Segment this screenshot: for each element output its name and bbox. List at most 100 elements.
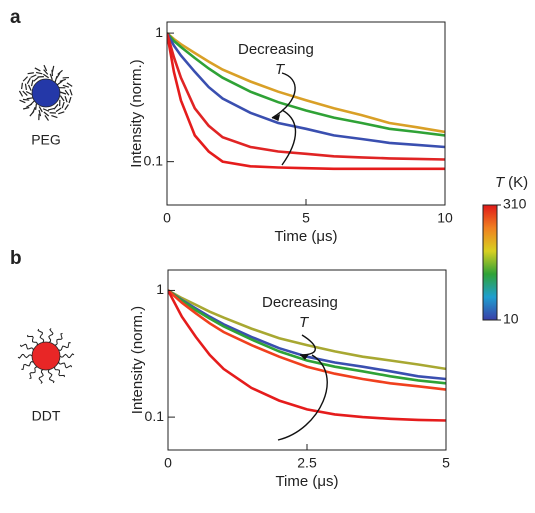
x-tick-label: 5 xyxy=(442,455,450,471)
ligand xyxy=(33,76,39,82)
ligand xyxy=(34,67,41,72)
icon-label: PEG xyxy=(31,132,61,148)
ligand xyxy=(62,84,70,88)
ligand xyxy=(58,361,73,369)
ligand xyxy=(19,99,26,104)
ligand xyxy=(22,98,30,101)
panel-label: b xyxy=(10,248,22,269)
arrow xyxy=(271,72,296,119)
ligand xyxy=(48,328,54,343)
ligand xyxy=(51,65,55,73)
icon-label: DDT xyxy=(32,408,61,424)
ligand xyxy=(22,76,29,82)
annotation-var: T xyxy=(299,314,310,331)
ligand xyxy=(27,72,34,75)
ligand xyxy=(22,106,30,110)
x-axis-label: Time (μs) xyxy=(275,473,338,490)
ligand xyxy=(64,96,68,103)
decay-curve xyxy=(168,289,446,385)
ligand xyxy=(69,89,73,96)
ligand xyxy=(59,95,65,102)
ligand xyxy=(17,353,33,359)
arrow-head xyxy=(300,354,309,360)
arrow xyxy=(277,354,328,441)
x-tick-label: 10 xyxy=(437,210,453,226)
ligand xyxy=(26,97,34,100)
ligand xyxy=(37,76,44,78)
ligand xyxy=(61,101,65,109)
ligand xyxy=(37,328,45,343)
ligand xyxy=(35,103,38,110)
ligand xyxy=(38,106,43,113)
decay-curve xyxy=(167,32,445,161)
y-tick-label: 1 xyxy=(156,281,164,297)
ligand xyxy=(59,78,66,83)
y-axis-label: Intensity (norm.) xyxy=(129,306,146,414)
colorbar-var: T xyxy=(495,174,506,191)
decay-curve xyxy=(167,32,445,171)
ligand xyxy=(64,104,69,111)
ligand xyxy=(22,90,28,96)
ligand xyxy=(59,99,61,107)
ligand xyxy=(30,74,37,79)
x-tick-label: 2.5 xyxy=(297,455,317,471)
ligand xyxy=(59,91,67,95)
ligand xyxy=(43,111,50,117)
ligand xyxy=(38,109,42,117)
decay-curve xyxy=(167,32,445,149)
ligand xyxy=(43,73,49,79)
ligand xyxy=(58,87,66,89)
ligand xyxy=(56,80,63,86)
ligand xyxy=(58,342,71,351)
ligand xyxy=(43,64,48,72)
colorbar-tick-label: 310 xyxy=(503,196,527,212)
ligand xyxy=(36,71,43,75)
ligand xyxy=(30,79,34,87)
ligand xyxy=(47,369,55,384)
colorbar xyxy=(482,204,498,321)
annotation: Decreasing xyxy=(262,294,338,311)
nanocrystal xyxy=(31,78,61,108)
ligand xyxy=(66,82,73,87)
y-tick-label: 0.1 xyxy=(144,152,164,168)
panel-label: a xyxy=(10,7,21,28)
decay-curve xyxy=(168,289,446,371)
y-tick-label: 1 xyxy=(155,24,163,40)
x-tick-label: 0 xyxy=(164,455,172,471)
ligand xyxy=(27,84,32,91)
ligand xyxy=(62,76,69,79)
ligand xyxy=(54,332,63,346)
ligand xyxy=(18,90,24,97)
ligand xyxy=(55,72,61,79)
ligand xyxy=(48,107,55,111)
ligand xyxy=(26,103,33,108)
ligand xyxy=(68,96,72,104)
decay-curve xyxy=(167,32,445,137)
x-tick-label: 0 xyxy=(163,210,171,226)
ligand xyxy=(49,73,53,81)
ligand xyxy=(42,108,50,112)
ligand xyxy=(29,110,35,117)
ligand xyxy=(58,111,65,115)
ligand xyxy=(21,361,34,370)
ligand xyxy=(21,82,24,90)
ligand xyxy=(57,69,63,75)
decay-curve xyxy=(168,289,446,391)
x-tick-label: 5 xyxy=(302,210,310,226)
ligand xyxy=(44,115,49,121)
decay-curve xyxy=(167,32,445,134)
ligand xyxy=(25,90,33,96)
arrow xyxy=(281,109,297,166)
ligand xyxy=(55,107,62,113)
ligand xyxy=(27,334,38,346)
ligand xyxy=(43,69,49,75)
annotation-var: T xyxy=(275,61,286,78)
decay-curve xyxy=(168,289,446,422)
annotation: Decreasing xyxy=(238,41,314,58)
ligand xyxy=(64,89,70,96)
x-axis-label: Time (μs) xyxy=(274,228,337,245)
ligand xyxy=(51,114,58,119)
ligand xyxy=(54,366,65,378)
ligand xyxy=(29,366,38,380)
